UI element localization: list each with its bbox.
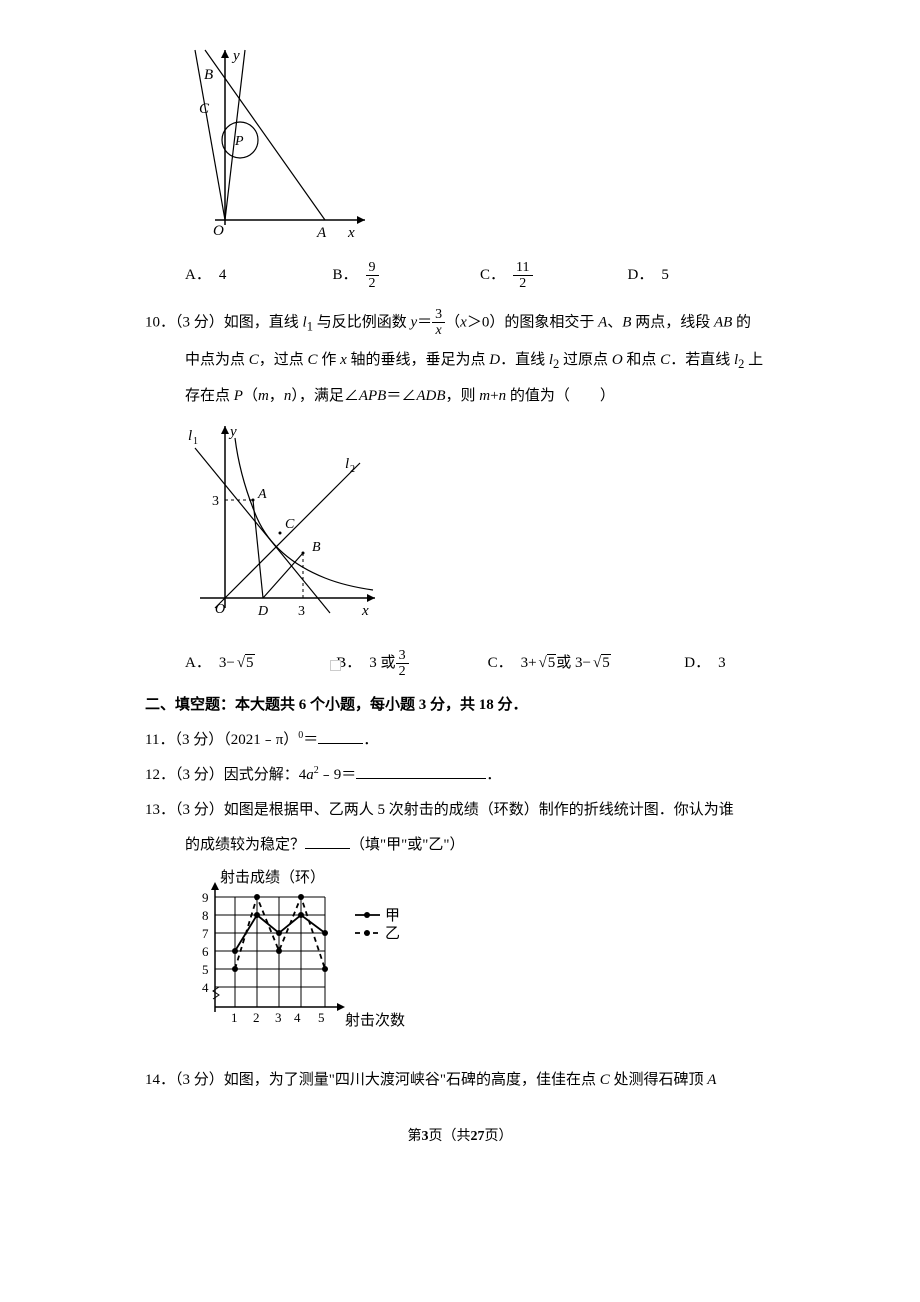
svg-text:A: A bbox=[257, 487, 267, 502]
svg-text:3: 3 bbox=[212, 494, 219, 509]
section-2-title: 二、填空题：本大题共 6 个小题，每小题 3 分，共 18 分． bbox=[145, 692, 775, 719]
svg-text:乙: 乙 bbox=[385, 926, 400, 942]
figure-q10: l 1 y l 2 3 A C B O D 3 x bbox=[185, 418, 775, 638]
option-c: C． 112 bbox=[480, 260, 628, 292]
svg-text:O: O bbox=[215, 602, 225, 617]
option-d: D． 5 bbox=[628, 260, 776, 292]
svg-text:l: l bbox=[345, 456, 349, 472]
option-b: B． 92 bbox=[333, 260, 481, 292]
svg-text:O: O bbox=[213, 223, 224, 239]
svg-text:3: 3 bbox=[275, 1010, 282, 1025]
q10-line2: 中点为点 C，过点 C 作 x 轴的垂线，垂足为点 D．直线 l2 过原点 O … bbox=[145, 347, 775, 376]
q9-options: A． 4 B． 92 C． 112 D． 5 bbox=[185, 260, 775, 292]
svg-text:y: y bbox=[231, 48, 240, 64]
svg-text:射击次数: 射击次数 bbox=[345, 1012, 405, 1029]
option-a: A． 3−5 bbox=[185, 648, 336, 680]
q13-line1: 13．（3 分）如图是根据甲、乙两人 5 次射击的成绩（环数）制作的折线统计图．… bbox=[145, 797, 775, 824]
svg-text:1: 1 bbox=[231, 1010, 238, 1025]
svg-text:B: B bbox=[204, 67, 213, 83]
svg-text:1: 1 bbox=[193, 436, 198, 447]
svg-text:x: x bbox=[347, 225, 355, 240]
svg-text:2: 2 bbox=[253, 1010, 260, 1025]
svg-text:2: 2 bbox=[350, 464, 355, 475]
figure-q13: 射击成绩（环） 9 8 7 6 5 4 1 2 3 4 5 射击次数 bbox=[185, 867, 775, 1057]
svg-text:x: x bbox=[361, 603, 369, 619]
svg-text:y: y bbox=[228, 424, 237, 440]
q14: 14．（3 分）如图，为了测量"四川大渡河峡谷"石碑的高度，佳佳在点 C 处测得… bbox=[145, 1067, 775, 1094]
svg-text:5: 5 bbox=[202, 962, 209, 977]
q12: 12．（3 分）因式分解：4a2﹣9＝． bbox=[145, 762, 775, 789]
svg-text:8: 8 bbox=[202, 908, 209, 923]
watermark-icon bbox=[330, 660, 341, 671]
q10-line3: 存在点 P（m，n），满足∠APB＝∠ADB，则 m+n 的值为（） bbox=[145, 383, 775, 410]
svg-text:3: 3 bbox=[298, 604, 305, 619]
svg-text:A: A bbox=[316, 225, 327, 240]
svg-text:6: 6 bbox=[202, 944, 209, 959]
option-c: C． 3+5或 3−5 bbox=[488, 648, 685, 680]
option-b: B． 3 或32 bbox=[336, 648, 487, 680]
svg-text:射击成绩（环）: 射击成绩（环） bbox=[220, 869, 325, 886]
page-footer: 第3页（共27页） bbox=[145, 1124, 775, 1149]
svg-text:P: P bbox=[234, 134, 244, 149]
svg-text:7: 7 bbox=[202, 926, 209, 941]
svg-text:B: B bbox=[312, 540, 321, 555]
svg-text:l: l bbox=[188, 428, 192, 444]
svg-text:4: 4 bbox=[294, 1010, 301, 1025]
svg-text:C: C bbox=[285, 517, 295, 532]
svg-text:4: 4 bbox=[202, 980, 209, 995]
option-a: A． 4 bbox=[185, 260, 333, 292]
svg-text:C: C bbox=[199, 101, 210, 117]
q13-line2: 的成绩较为稳定？（填"甲"或"乙"） bbox=[145, 832, 775, 859]
q10-options: A． 3−5 B． 3 或32 C． 3+5或 3−5 D． 3 bbox=[185, 648, 775, 680]
q11: 11．（3 分）（2021﹣π）0＝． bbox=[145, 727, 775, 754]
q10: 10．（3 分）如图，直线 l1 与反比例函数 y＝3x（x＞0）的图象相交于 … bbox=[145, 307, 775, 339]
figure-q9: B C P O A x y bbox=[185, 45, 775, 250]
svg-text:9: 9 bbox=[202, 890, 209, 905]
svg-text:D: D bbox=[257, 604, 268, 619]
svg-text:5: 5 bbox=[318, 1010, 325, 1025]
option-d: D． 3 bbox=[684, 648, 775, 680]
svg-text:甲: 甲 bbox=[385, 908, 400, 924]
